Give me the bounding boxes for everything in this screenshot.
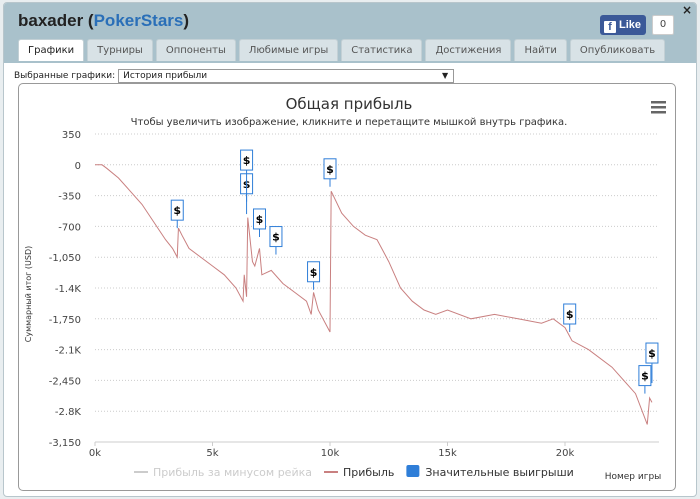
flag-label: $ <box>173 204 181 217</box>
tab-3[interactable]: Любимые игры <box>238 39 339 61</box>
big-win-flag[interactable]: $ <box>645 342 659 384</box>
tab-bar: Графики Турниры Оппоненты Любимые игры Стати… <box>18 39 666 61</box>
legend-item[interactable]: Прибыль <box>343 466 394 479</box>
big-win-flag[interactable]: $ <box>307 261 321 290</box>
y-tick-label: -1,750 <box>49 315 81 326</box>
x-tick-label: 15k <box>438 448 457 459</box>
y-tick-label: -2,450 <box>49 376 81 387</box>
chart-container[interactable]: Общая прибыль Чтобы увеличить изображени… <box>18 83 676 491</box>
y-tick-label: -1,050 <box>49 253 81 264</box>
like-count: 0 <box>652 15 674 35</box>
tab-5[interactable]: Достижения <box>425 39 512 61</box>
big-win-flag[interactable]: $ <box>253 208 266 237</box>
y-tick-label: -350 <box>58 192 81 203</box>
flag-label: $ <box>641 370 649 383</box>
y-tick-label: 350 <box>62 130 81 141</box>
flag-label: $ <box>310 266 318 279</box>
big-win-flag[interactable]: $ <box>240 149 254 215</box>
facebook-like-button[interactable]: f Like <box>600 15 646 35</box>
legend-item[interactable]: Прибыль за минусом рейка <box>153 466 312 479</box>
chart-subtitle: Чтобы увеличить изображение, кликните и … <box>131 117 568 128</box>
y-axis-label: Суммарный итог (USD) <box>24 246 33 343</box>
profit-line[interactable] <box>95 164 653 425</box>
flag-label: $ <box>243 154 251 167</box>
profit-chart[interactable]: Общая прибыль Чтобы увеличить изображени… <box>19 84 677 492</box>
y-tick-label: -3,150 <box>49 438 81 449</box>
big-win-flag[interactable]: $ <box>269 226 283 255</box>
y-tick-label: -2.1K <box>55 346 82 357</box>
flag-label: $ <box>566 308 574 321</box>
y-tick-label: -1.4K <box>55 284 82 295</box>
chart-title: Общая прибыль <box>286 95 413 113</box>
chart-selector-row: Выбранные графики: История прибыли ▼ <box>14 69 455 83</box>
big-win-flag[interactable]: $ <box>563 303 577 332</box>
y-tick-label: 0 <box>75 161 81 172</box>
big-win-flag[interactable]: $ <box>638 365 652 394</box>
flag-label: $ <box>256 213 264 226</box>
tab-1[interactable]: Турниры <box>87 39 153 61</box>
chart-select[interactable]: История прибыли ▼ <box>118 69 455 83</box>
flag-label: $ <box>272 231 280 244</box>
x-tick-label: 10k <box>321 448 340 459</box>
player-window: baxader (PokerStars) f Like 0 × Графики Ту… <box>3 2 697 497</box>
header: baxader (PokerStars) f Like 0 × Графики Ту… <box>4 3 696 63</box>
y-tick-label: -2.8K <box>55 407 82 418</box>
username: baxader <box>18 11 84 30</box>
big-win-flag[interactable]: $ <box>170 199 184 229</box>
y-tick-label: -700 <box>58 222 81 233</box>
x-axis-label: Номер игры <box>605 472 662 482</box>
tab-2[interactable]: Оппоненты <box>155 39 236 61</box>
dropdown-arrow-icon: ▼ <box>442 71 449 80</box>
flag-label: $ <box>326 163 334 176</box>
tab-0[interactable]: Графики <box>18 39 85 61</box>
big-win-flag[interactable]: $ <box>323 158 337 187</box>
site-link[interactable]: PokerStars <box>93 11 184 30</box>
x-tick-label: 0k <box>89 448 101 459</box>
like-label: Like <box>619 19 642 31</box>
tab-6[interactable]: Найти <box>514 39 567 61</box>
legend-item[interactable]: Значительные выигрыши <box>425 466 573 479</box>
x-tick-label: 20k <box>556 448 575 459</box>
facebook-icon: f <box>604 21 616 33</box>
tab-4[interactable]: Статистика <box>341 39 423 61</box>
flag-label: $ <box>648 347 656 360</box>
menu-icon[interactable] <box>651 101 666 114</box>
x-tick-label: 5k <box>206 448 218 459</box>
selector-label: Выбранные графики: <box>14 71 116 81</box>
tab-7[interactable]: Опубликовать <box>569 39 666 61</box>
player-title: baxader (PokerStars) <box>18 11 190 30</box>
close-icon[interactable]: × <box>681 3 692 17</box>
select-value: История прибыли <box>123 71 208 81</box>
legend-box-swatch[interactable] <box>406 465 420 477</box>
